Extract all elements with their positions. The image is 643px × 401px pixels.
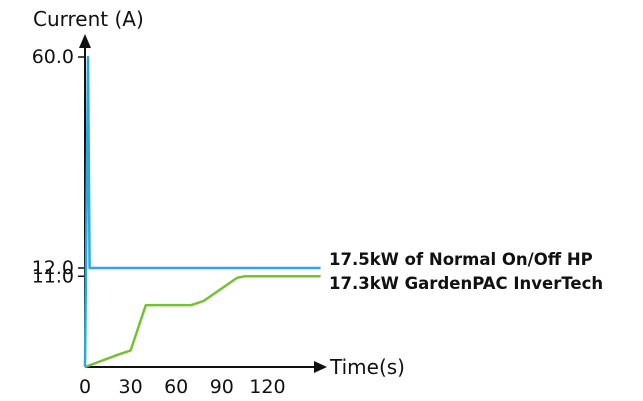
y-axis-label: Current (A)	[33, 7, 144, 31]
x-tick-label: 0	[79, 376, 91, 398]
series-label-1: 17.5kW of Normal On/Off HP	[329, 250, 593, 269]
x-axis-label: Time(s)	[329, 355, 405, 379]
y-tick-label: 11.0	[32, 265, 74, 287]
series-label-2: 17.3kW GardenPAC InverTech	[329, 274, 603, 293]
x-axis-arrow	[314, 361, 327, 373]
y-tick-label: 12.0	[32, 257, 74, 279]
y-tick-label: 60.0	[32, 46, 74, 68]
x-tick-label: 60	[164, 376, 188, 398]
x-tick-label: 90	[210, 376, 234, 398]
x-tick-label: 120	[249, 376, 285, 398]
series-line-2	[84, 275, 321, 369]
x-tick-label: 30	[119, 376, 143, 398]
series-line-1	[83, 55, 321, 368]
y-axis-arrow	[79, 34, 91, 48]
